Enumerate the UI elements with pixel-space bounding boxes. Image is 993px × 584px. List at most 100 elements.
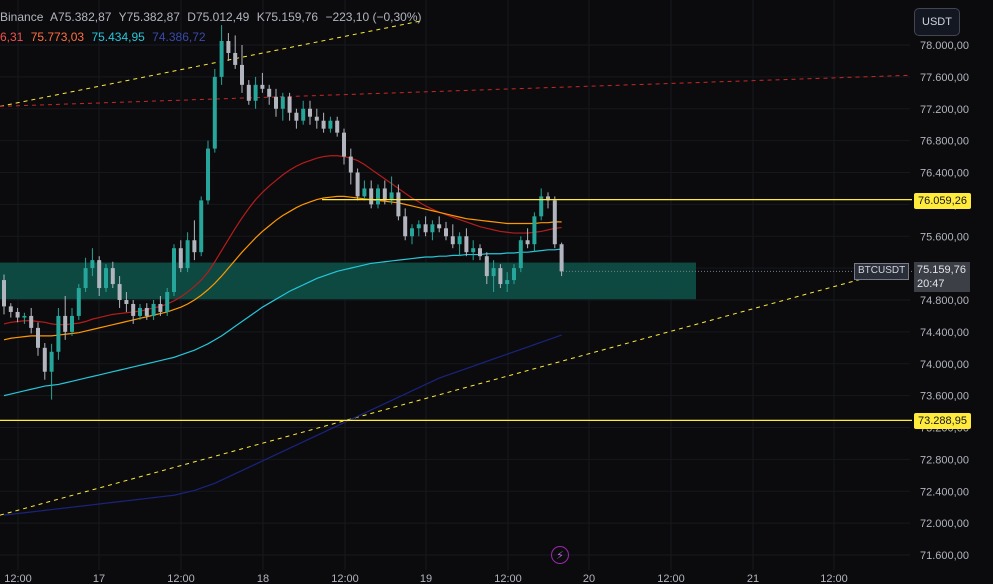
- y-tick-label: 74.800,00: [920, 295, 969, 307]
- ma3-value: 75.434,95: [91, 30, 145, 44]
- candlesticks: [2, 25, 564, 400]
- candle-body: [22, 315, 27, 318]
- y-tick-label: 76.400,00: [920, 168, 969, 180]
- chart-legend: Binance A75.382,87 Y75.382,87 D75.012,49…: [0, 10, 426, 44]
- candle-body: [546, 196, 550, 201]
- candle-body: [423, 224, 428, 233]
- candle-body: [505, 280, 510, 285]
- x-tick-label: 12:00: [4, 573, 32, 584]
- candle-body: [280, 96, 285, 109]
- candle-body: [192, 240, 197, 253]
- candle-body: [70, 315, 74, 332]
- y-tick-label: 76.800,00: [920, 136, 969, 148]
- trendline-lower: [0, 265, 911, 516]
- candle-body: [403, 216, 408, 237]
- y-tick-label: 72.000,00: [920, 518, 969, 530]
- candle-body: [362, 188, 367, 197]
- x-tick-label: 18: [257, 573, 269, 584]
- candle-body: [539, 196, 544, 217]
- horizontal-levels[interactable]: [0, 199, 912, 422]
- open-value: A75.382,87: [50, 10, 112, 24]
- candle-body: [518, 240, 523, 269]
- y-tick-label: 72.800,00: [920, 454, 969, 466]
- candle-body: [29, 315, 34, 328]
- y-tick-label: 72.400,00: [920, 486, 969, 498]
- candle-body: [484, 256, 489, 277]
- moving-averages: [3, 155, 562, 516]
- candle-body: [131, 303, 136, 316]
- candle-body: [471, 248, 476, 253]
- y-tick-label: 78.000,00: [920, 40, 969, 52]
- candle-body: [355, 172, 360, 197]
- candle-body: [464, 236, 469, 253]
- candle-body: [76, 288, 81, 316]
- upper-level-tag[interactable]: 76.059,26: [914, 193, 971, 209]
- change-value: −223,10 (−0,30%): [325, 10, 422, 24]
- candle-body: [512, 268, 516, 281]
- current-price-tag: 75.159,76 20:47: [914, 262, 970, 292]
- current-price-value: 75.159,76: [917, 264, 966, 276]
- candle-body: [8, 306, 13, 312]
- candle-body: [49, 351, 54, 372]
- x-tick-label: 12:00: [657, 573, 685, 584]
- y-tick-label: 77.200,00: [920, 104, 969, 116]
- candle-body: [308, 108, 312, 117]
- candle-body: [158, 303, 163, 312]
- candle-body: [144, 307, 149, 316]
- candle-body: [301, 108, 306, 121]
- candle-body: [525, 240, 530, 245]
- ma-line-blue: [3, 334, 562, 516]
- candle-body: [172, 248, 176, 293]
- candle-body: [491, 268, 496, 277]
- y-tick-label: 71.600,00: [920, 550, 969, 562]
- candle-body: [138, 307, 142, 316]
- candle-body: [376, 188, 380, 205]
- candle-body: [437, 224, 442, 229]
- y-tick-label: 74.400,00: [920, 327, 969, 339]
- candle-body: [253, 84, 258, 101]
- countdown-value: 20:47: [917, 278, 945, 290]
- lower-level-tag[interactable]: 73.288,95: [914, 413, 971, 429]
- candle-body: [199, 200, 204, 253]
- x-tick-label: 21: [747, 573, 759, 584]
- candle-body: [240, 64, 244, 85]
- y-tick-label: 73.600,00: [920, 391, 969, 403]
- low-value: D75.012,49: [187, 10, 250, 24]
- high-value: Y75.382,87: [118, 10, 180, 24]
- candle-body: [559, 244, 564, 272]
- x-tick-label: 12:00: [820, 573, 848, 584]
- ma1-value: 6,31: [0, 30, 24, 44]
- candle-body: [416, 224, 421, 229]
- candle-body: [212, 76, 217, 149]
- candle-body: [260, 84, 265, 89]
- candle-body: [389, 192, 394, 201]
- x-tick-label: 12:00: [167, 573, 195, 584]
- candle-body: [90, 260, 95, 269]
- candle-body: [185, 240, 190, 269]
- candle-body: [124, 300, 129, 304]
- ma-line-orange: [3, 195, 562, 341]
- candle-body: [478, 248, 482, 257]
- flash-icon[interactable]: ⚡: [551, 546, 569, 564]
- x-tick-label: 17: [93, 573, 105, 584]
- symbol-tag: BTCUSDT: [854, 263, 910, 280]
- candle-body: [410, 228, 414, 237]
- candle-body: [294, 112, 299, 121]
- candle-body: [335, 120, 340, 133]
- candle-body: [165, 292, 170, 312]
- time-axis[interactable]: 12:00 17 12:00 18 12:00 19 12:00 20 12:00 21 12:00: [4, 573, 848, 584]
- y-tick-label: 77.600,00: [920, 72, 969, 84]
- price-axis[interactable]: 78.000,00 77.600,00 77.200,00 76.800,00 76.4…: [920, 40, 969, 562]
- candle-body: [63, 315, 68, 332]
- candle-body: [328, 120, 333, 129]
- candle-body: [314, 116, 319, 121]
- y-tick-label: 74.000,00: [920, 359, 969, 371]
- ma-line-teal: [3, 248, 562, 397]
- candle-body: [151, 303, 156, 316]
- ma-line-red: [3, 155, 562, 326]
- candle-body: [117, 284, 122, 300]
- trendline-red: [0, 74, 911, 107]
- currency-button[interactable]: USDT: [914, 8, 960, 36]
- candle-body: [498, 268, 503, 285]
